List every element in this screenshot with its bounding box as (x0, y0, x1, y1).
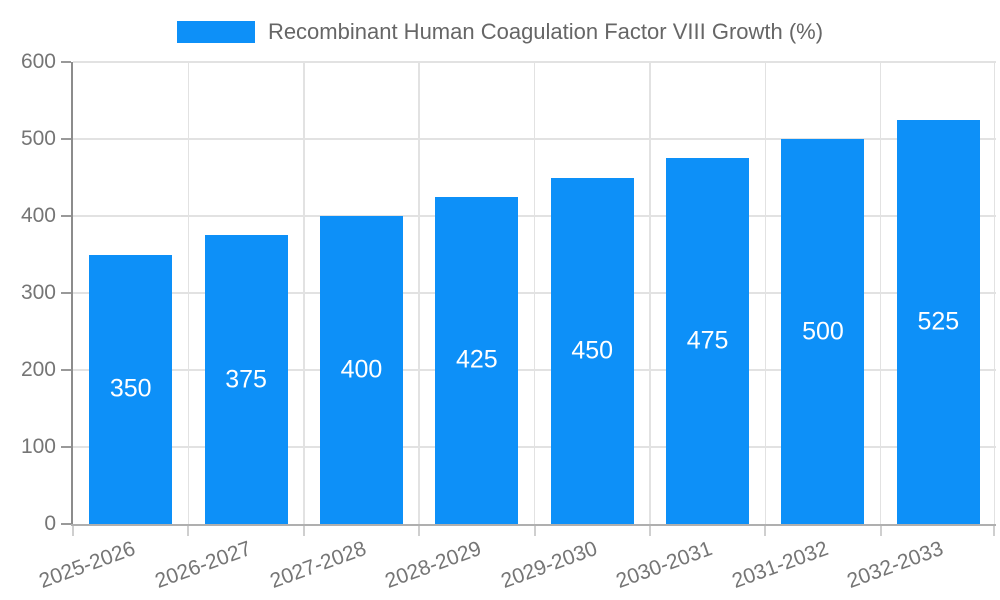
bar-value-label: 400 (340, 355, 383, 384)
x-axis-label: 2025-2026 (36, 537, 139, 593)
x-axis-line (71, 524, 996, 526)
y-axis-tick (61, 61, 71, 63)
x-axis-label: 2027-2028 (267, 537, 370, 593)
x-axis-tick (418, 526, 421, 536)
y-axis-label: 500 (20, 127, 56, 150)
y-axis-label: 200 (20, 358, 56, 381)
y-axis-tick (61, 523, 71, 525)
bar[interactable]: 475 (666, 158, 750, 524)
y-axis-tick (61, 215, 71, 217)
y-axis-label: 600 (20, 50, 56, 73)
x-axis-tick (187, 526, 190, 536)
x-axis-tick (648, 526, 651, 536)
legend-swatch-icon (176, 21, 255, 43)
x-axis-tick (302, 526, 305, 536)
bar[interactable]: 375 (204, 235, 288, 524)
bar-value-label: 500 (802, 317, 844, 345)
x-axis-label: 2032-2033 (843, 537, 947, 593)
y-axis-tick (61, 369, 71, 371)
gridline-vertical (649, 62, 651, 524)
y-axis-tick (61, 446, 71, 448)
gridline-vertical (533, 62, 536, 524)
bar[interactable]: 425 (435, 196, 519, 524)
legend-label: Recombinant Human Coagulation Factor VII… (267, 19, 824, 44)
gridline-vertical (187, 62, 190, 524)
x-axis-tick (764, 526, 767, 536)
gridline-vertical (418, 62, 420, 524)
bar-value-label: 425 (455, 345, 498, 374)
bar-value-label: 525 (917, 307, 960, 336)
bar[interactable]: 350 (89, 254, 173, 524)
x-axis-tick (72, 526, 74, 536)
plot-area: 0 100 200 300 400 500 600 350 375 400 425 450 475 500… (21, 50, 996, 593)
bar-value-label: 375 (225, 365, 267, 394)
x-axis-label: 2026-2027 (151, 537, 254, 593)
bar-value-label: 475 (686, 326, 729, 355)
gridline-vertical (764, 62, 766, 524)
y-axis-tick (61, 138, 71, 140)
bar-value-label: 450 (571, 336, 614, 365)
y-axis-tick (61, 292, 71, 294)
y-axis-label: 100 (20, 435, 56, 458)
gridline-vertical (303, 62, 305, 524)
y-axis-line (71, 62, 73, 526)
x-axis-label: 2028-2029 (382, 537, 485, 593)
y-axis-label: 0 (44, 512, 56, 535)
bar-value-label: 350 (109, 374, 152, 403)
x-axis-label: 2031-2032 (728, 537, 831, 593)
x-axis-tick (533, 526, 536, 536)
x-axis-tick (879, 526, 882, 536)
bar[interactable]: 525 (896, 119, 980, 524)
y-axis-label: 400 (20, 204, 56, 227)
x-axis-tick (993, 526, 995, 536)
gridline-vertical (879, 62, 882, 524)
bar[interactable]: 500 (781, 139, 865, 524)
gridline-vertical (993, 62, 996, 524)
gridline-horizontal (73, 61, 996, 63)
bar[interactable]: 400 (319, 216, 403, 524)
x-axis-label: 2030-2031 (613, 537, 716, 593)
legend-item[interactable]: Recombinant Human Coagulation Factor VII… (0, 16, 1000, 48)
y-axis-label: 300 (20, 281, 56, 304)
bar[interactable]: 450 (550, 177, 634, 524)
x-axis-label: 2029-2030 (497, 537, 601, 593)
